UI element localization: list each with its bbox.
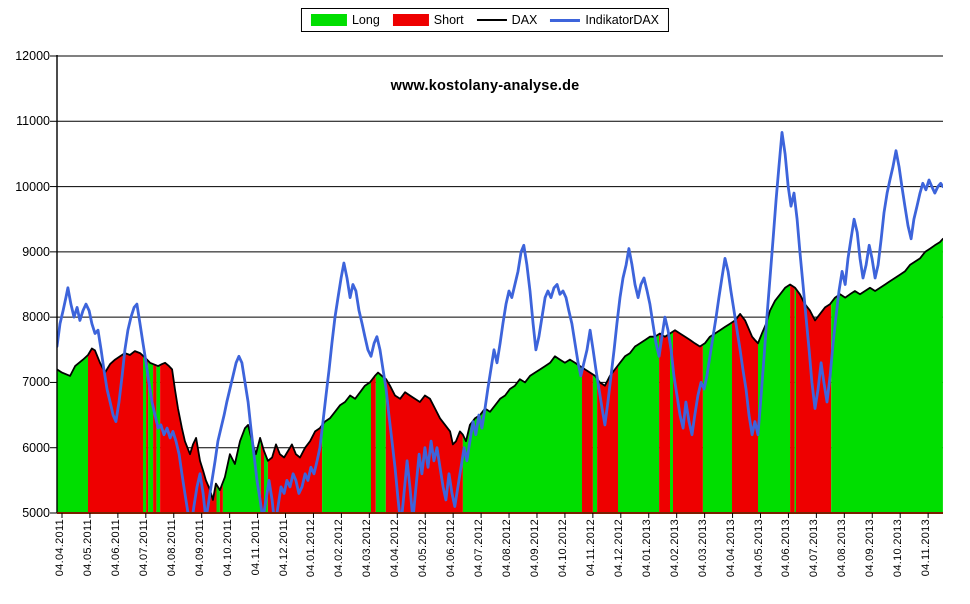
x-tick-label: 04.10.2013	[892, 519, 905, 578]
long-area-segment	[143, 355, 147, 513]
long-area-segment	[57, 355, 88, 513]
short-area-segment	[260, 440, 264, 513]
long-area-segment	[702, 322, 732, 513]
x-tick-label: 04.03.2013	[696, 519, 709, 578]
long-area-segment	[462, 356, 582, 513]
chart-title: www.kostolany-analyse.de	[390, 78, 580, 94]
long-area-segment	[222, 424, 261, 513]
long-area-segment	[216, 484, 220, 513]
x-tick-label: 04.09.2013	[864, 519, 877, 578]
dax-line-swatch	[476, 19, 507, 21]
x-tick-label: 04.02.2012	[333, 519, 346, 578]
short-area-segment	[153, 364, 157, 513]
chart-legend: Long Short DAX IndikatorDAX	[300, 8, 670, 32]
x-tick-label: 04.05.2011	[81, 519, 94, 577]
x-tick-label: 04.09.2012	[528, 519, 541, 578]
legend-item-dax: DAX	[476, 13, 538, 27]
y-tick-label: 8000	[22, 310, 50, 325]
legend-label-dax: DAX	[511, 13, 538, 27]
y-tick-label: 10000	[15, 179, 50, 194]
x-tick-label: 04.04.2012	[389, 519, 402, 578]
x-tick-label: 04.09.2011	[193, 519, 206, 577]
short-area-segment	[732, 313, 758, 513]
long-area-segment	[794, 287, 796, 513]
y-tick-label: 5000	[22, 506, 50, 520]
indikator-line	[57, 130, 943, 513]
x-tick-label: 04.08.2012	[501, 519, 514, 578]
long-area-segment	[758, 284, 791, 513]
y-tick-label: 6000	[22, 440, 50, 455]
x-tick-label: 04.08.2011	[165, 519, 178, 577]
indikatordax-line-swatch	[550, 18, 581, 22]
x-tick-label: 04.02.2013	[668, 519, 681, 578]
x-tick-label: 04.05.2012	[417, 519, 430, 578]
long-area-segment	[375, 372, 386, 513]
x-tick-label: 04.07.2013	[808, 519, 821, 578]
x-tick-label: 04.04.2011	[54, 519, 66, 577]
x-tick-label: 04.06.2013	[780, 519, 793, 578]
x-tick-label: 04.01.2013	[640, 519, 653, 578]
long-area-segment	[831, 238, 943, 513]
short-area-segment	[659, 333, 670, 513]
y-tick-label: 9000	[22, 244, 50, 259]
short-area-segment	[790, 284, 795, 513]
x-tick-label: 04.11.2012	[584, 519, 597, 577]
short-area-segment	[371, 375, 376, 513]
y-tick-label: 7000	[22, 375, 50, 390]
x-tick-label: 04.10.2012	[556, 519, 569, 578]
x-tick-label: 04.07.2012	[473, 519, 486, 578]
long-area-segment	[670, 331, 673, 513]
long-area-segment	[618, 334, 660, 513]
legend-item-indikatordax: IndikatorDAX	[550, 13, 659, 27]
x-tick-label: 04.01.2012	[305, 519, 318, 578]
x-tick-label: 04.08.2013	[836, 519, 849, 578]
x-tick-label: 04.03.2012	[361, 519, 374, 578]
short-area-segment	[160, 362, 217, 513]
x-tick-label: 04.12.2012	[612, 519, 625, 578]
y-tick-label: 12000	[15, 49, 50, 63]
x-tick-label: 04.06.2012	[445, 519, 458, 578]
x-tick-label: 04.11.2013	[920, 519, 933, 577]
short-area-segment	[146, 358, 149, 513]
short-area-segment	[597, 365, 618, 513]
long-area-segment	[156, 365, 161, 513]
long-area-segment	[592, 374, 598, 513]
legend-label-indikatordax: IndikatorDAX	[585, 13, 660, 27]
legend-label-short: Short	[433, 13, 464, 27]
legend-item-short: Short	[392, 13, 464, 27]
long-swatch	[310, 14, 347, 26]
x-tick-label: 04.06.2011	[109, 519, 122, 577]
short-area-segment	[88, 348, 143, 513]
x-tick-label: 04.07.2011	[137, 519, 150, 577]
x-tick-label: 04.04.2013	[724, 519, 737, 578]
x-tick-label: 04.10.2011	[221, 519, 234, 577]
legend-label-long: Long	[351, 13, 380, 27]
x-tick-label: 04.12.2011	[277, 519, 290, 577]
x-tick-label: 04.05.2013	[752, 519, 765, 578]
x-tick-label: 04.11.2011	[249, 519, 262, 576]
legend-item-long: Long	[310, 13, 380, 27]
short-area-segment	[582, 367, 593, 513]
short-swatch	[392, 14, 429, 26]
y-tick-label: 11000	[16, 114, 50, 129]
